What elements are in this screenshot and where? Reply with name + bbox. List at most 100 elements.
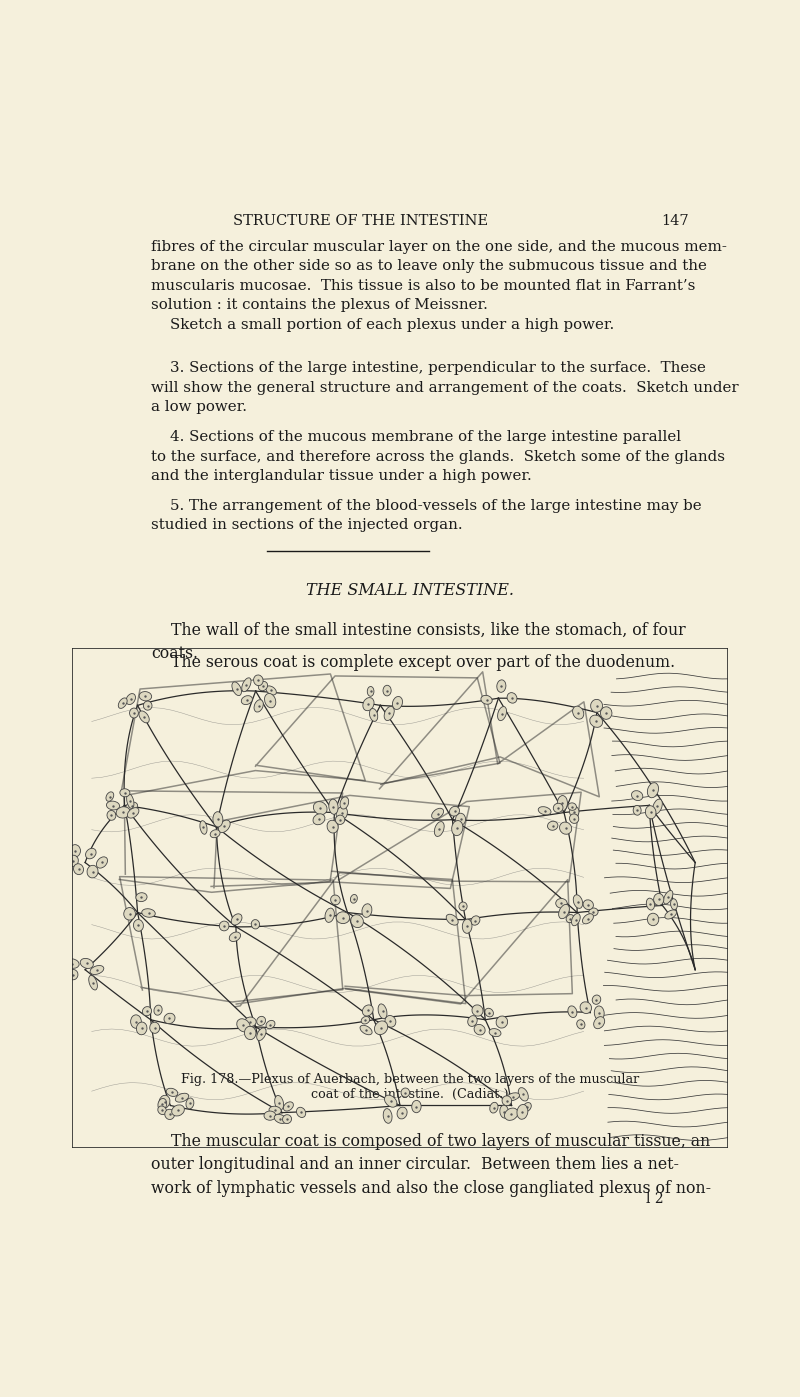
Ellipse shape <box>274 1095 283 1111</box>
Ellipse shape <box>459 902 467 911</box>
Ellipse shape <box>166 1088 178 1097</box>
Ellipse shape <box>335 814 345 824</box>
Ellipse shape <box>254 700 263 712</box>
Ellipse shape <box>150 1023 160 1034</box>
Ellipse shape <box>231 914 242 925</box>
Ellipse shape <box>360 1025 372 1035</box>
Ellipse shape <box>571 914 580 926</box>
Ellipse shape <box>70 845 81 856</box>
Ellipse shape <box>485 1009 494 1017</box>
Ellipse shape <box>462 919 472 933</box>
Ellipse shape <box>566 915 574 922</box>
Ellipse shape <box>165 1109 174 1119</box>
Ellipse shape <box>130 708 138 718</box>
Text: 4. Sections of the mucous membrane of the large intestine parallel
to the surfac: 4. Sections of the mucous membrane of th… <box>151 430 725 483</box>
Ellipse shape <box>230 932 241 942</box>
Ellipse shape <box>646 806 656 819</box>
Ellipse shape <box>269 1106 281 1115</box>
Ellipse shape <box>139 711 150 722</box>
Ellipse shape <box>251 919 259 929</box>
Ellipse shape <box>577 1020 585 1030</box>
Ellipse shape <box>654 894 664 905</box>
Ellipse shape <box>213 812 223 827</box>
Ellipse shape <box>127 807 139 819</box>
Ellipse shape <box>254 675 263 686</box>
Ellipse shape <box>134 919 143 932</box>
Ellipse shape <box>559 821 572 834</box>
Text: Fig. 178.—Plexus of Auerbach, between the two layers of the muscular: Fig. 178.—Plexus of Auerbach, between th… <box>181 1073 639 1087</box>
Ellipse shape <box>554 803 563 813</box>
Ellipse shape <box>505 1108 518 1120</box>
Ellipse shape <box>631 791 643 800</box>
Ellipse shape <box>74 863 83 875</box>
Ellipse shape <box>258 682 267 690</box>
Ellipse shape <box>653 799 662 814</box>
Ellipse shape <box>142 908 155 918</box>
Ellipse shape <box>450 806 459 816</box>
Ellipse shape <box>266 1020 275 1028</box>
Ellipse shape <box>432 809 443 819</box>
Ellipse shape <box>385 1095 397 1108</box>
Ellipse shape <box>158 1106 166 1115</box>
Ellipse shape <box>186 1098 194 1109</box>
Ellipse shape <box>456 813 466 826</box>
Ellipse shape <box>397 1106 407 1119</box>
Ellipse shape <box>474 1024 485 1035</box>
Ellipse shape <box>502 1095 512 1105</box>
Ellipse shape <box>242 696 252 704</box>
Ellipse shape <box>106 792 114 802</box>
Text: THE SMALL INTESTINE.: THE SMALL INTESTINE. <box>306 581 514 599</box>
Ellipse shape <box>490 1102 498 1113</box>
Ellipse shape <box>124 908 135 921</box>
Ellipse shape <box>362 1004 374 1016</box>
Ellipse shape <box>266 686 276 694</box>
Ellipse shape <box>126 802 138 810</box>
Ellipse shape <box>362 904 372 918</box>
Ellipse shape <box>87 865 98 877</box>
Ellipse shape <box>647 914 658 926</box>
Text: fibres of the circular muscular layer on the one side, and the mucous mem-
brane: fibres of the circular muscular layer on… <box>151 240 726 331</box>
Ellipse shape <box>340 796 349 809</box>
Ellipse shape <box>363 697 374 711</box>
Ellipse shape <box>665 909 677 919</box>
Ellipse shape <box>481 696 492 704</box>
Ellipse shape <box>582 914 594 923</box>
Ellipse shape <box>670 898 678 909</box>
Ellipse shape <box>106 800 120 810</box>
Text: coat of the intestine.  (Cadiat.): coat of the intestine. (Cadiat.) <box>311 1088 509 1101</box>
Ellipse shape <box>523 1102 531 1112</box>
Ellipse shape <box>314 802 327 814</box>
Ellipse shape <box>274 1115 286 1123</box>
Ellipse shape <box>401 1088 410 1097</box>
Ellipse shape <box>264 1111 276 1120</box>
Ellipse shape <box>80 958 94 968</box>
Ellipse shape <box>116 806 130 819</box>
Ellipse shape <box>580 1002 591 1013</box>
Text: l 2: l 2 <box>646 1192 663 1206</box>
Ellipse shape <box>589 908 598 916</box>
Ellipse shape <box>245 1027 256 1039</box>
Ellipse shape <box>594 1006 604 1020</box>
Ellipse shape <box>370 708 378 721</box>
Ellipse shape <box>583 900 594 909</box>
Ellipse shape <box>378 1004 387 1018</box>
Ellipse shape <box>90 965 104 975</box>
Ellipse shape <box>245 1017 256 1027</box>
Ellipse shape <box>558 904 570 919</box>
Ellipse shape <box>65 958 79 968</box>
Ellipse shape <box>283 1102 294 1111</box>
Text: 147: 147 <box>661 214 689 228</box>
Ellipse shape <box>592 995 601 1004</box>
Ellipse shape <box>590 700 602 712</box>
Ellipse shape <box>218 820 230 833</box>
Ellipse shape <box>350 894 358 904</box>
Ellipse shape <box>507 693 517 703</box>
Ellipse shape <box>118 698 127 708</box>
Ellipse shape <box>120 789 130 796</box>
Text: The serous coat is complete except over part of the duodenum.: The serous coat is complete except over … <box>151 654 675 671</box>
Ellipse shape <box>237 1018 250 1032</box>
Ellipse shape <box>594 1017 605 1028</box>
Ellipse shape <box>350 915 363 928</box>
Ellipse shape <box>172 1105 184 1116</box>
Ellipse shape <box>498 707 506 721</box>
